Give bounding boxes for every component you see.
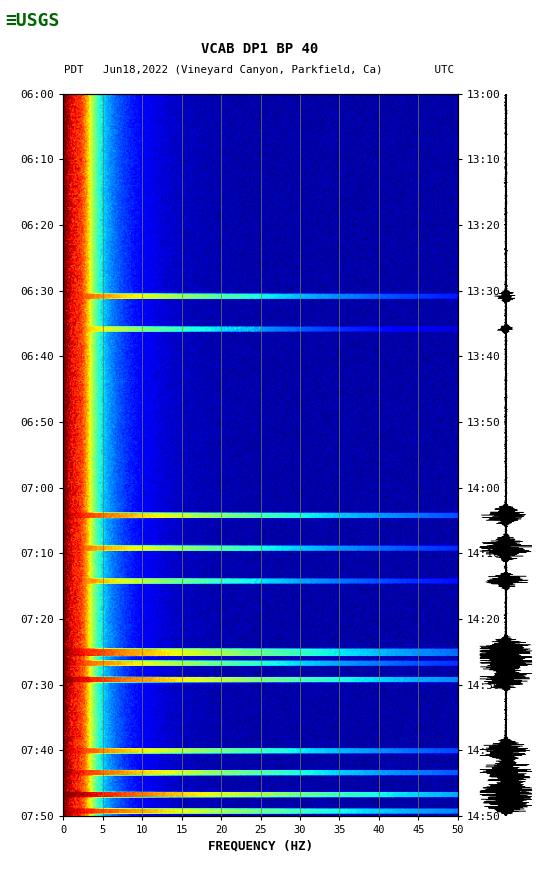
Text: VCAB DP1 BP 40: VCAB DP1 BP 40 [201, 42, 318, 56]
Text: ≡USGS: ≡USGS [6, 12, 60, 29]
Text: PDT   Jun18,2022 (Vineyard Canyon, Parkfield, Ca)        UTC: PDT Jun18,2022 (Vineyard Canyon, Parkfie… [65, 64, 454, 75]
X-axis label: FREQUENCY (HZ): FREQUENCY (HZ) [208, 839, 313, 853]
